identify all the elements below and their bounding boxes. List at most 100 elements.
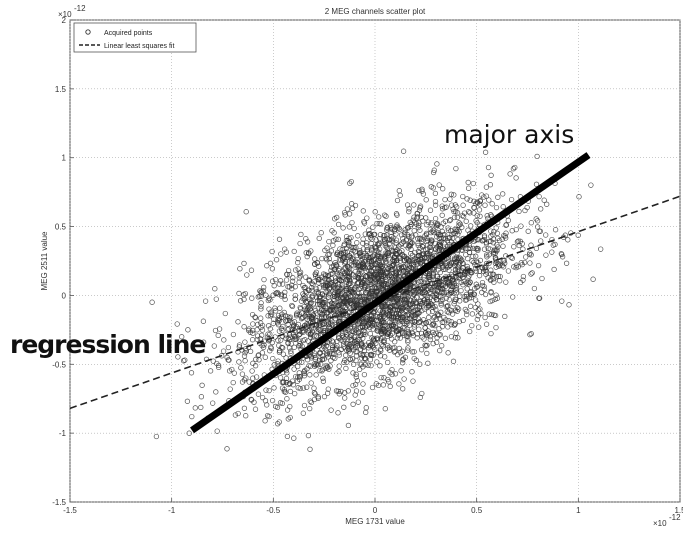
data-point — [276, 419, 282, 425]
data-point — [322, 247, 328, 253]
data-point — [330, 242, 336, 249]
data-point — [469, 292, 475, 298]
data-point — [417, 235, 423, 241]
data-point — [395, 270, 402, 277]
data-point — [438, 302, 444, 308]
x-tick-label: -1 — [168, 506, 176, 515]
x-exponent-label: ×10 — [653, 519, 667, 528]
data-point — [324, 350, 330, 356]
data-point — [242, 339, 248, 345]
data-point — [518, 223, 524, 229]
data-point — [394, 260, 400, 266]
data-point — [271, 316, 277, 322]
data-point — [534, 224, 541, 230]
data-point — [394, 268, 400, 275]
data-point — [346, 342, 352, 348]
data-point — [184, 398, 191, 404]
data-point — [447, 196, 453, 202]
data-point — [398, 232, 405, 238]
data-point — [292, 292, 298, 299]
y-tick-label: 1 — [62, 154, 67, 163]
data-point — [351, 225, 357, 232]
data-point — [434, 161, 440, 167]
data-point — [427, 248, 434, 254]
data-point — [495, 194, 501, 200]
data-point — [269, 266, 276, 272]
data-point — [415, 310, 421, 316]
data-point — [301, 373, 308, 379]
data-point — [452, 296, 458, 302]
data-point — [334, 271, 340, 277]
data-point — [351, 291, 357, 297]
data-point — [421, 336, 427, 342]
legend-label-fit: Linear least squares fit — [104, 43, 174, 50]
data-point — [523, 254, 529, 260]
data-point — [491, 229, 497, 235]
data-point — [343, 365, 349, 372]
data-point — [344, 249, 350, 255]
data-point — [429, 322, 435, 328]
data-point — [446, 309, 452, 316]
data-point — [441, 319, 447, 326]
data-point — [463, 218, 469, 224]
data-point — [493, 225, 499, 231]
data-point — [366, 322, 372, 328]
data-point — [308, 248, 314, 254]
data-point — [482, 291, 489, 298]
data-point — [361, 371, 368, 378]
data-point — [423, 320, 429, 326]
data-point — [380, 382, 387, 388]
data-point — [287, 388, 294, 395]
data-point — [374, 220, 380, 227]
data-point — [269, 278, 276, 284]
data-point — [331, 230, 337, 236]
data-point — [335, 310, 341, 316]
data-point — [237, 298, 244, 304]
data-point — [283, 249, 290, 255]
data-point — [436, 332, 442, 338]
data-point — [400, 312, 406, 318]
data-point — [368, 288, 375, 294]
data-point — [432, 215, 439, 222]
data-point — [340, 252, 347, 258]
data-point — [284, 407, 291, 413]
data-point — [409, 265, 416, 272]
data-point — [343, 352, 349, 358]
data-point — [372, 209, 378, 215]
data-point — [440, 186, 446, 192]
data-point — [431, 229, 437, 236]
data-point — [448, 191, 454, 197]
data-point — [411, 228, 417, 234]
data-point — [500, 243, 506, 249]
data-point — [281, 387, 287, 393]
data-point — [472, 285, 478, 292]
data-point — [359, 260, 366, 266]
data-point — [533, 245, 540, 252]
data-point — [354, 378, 361, 384]
data-point — [259, 332, 265, 338]
data-point — [423, 343, 429, 349]
data-point — [319, 356, 325, 363]
data-point — [303, 250, 309, 256]
data-point — [269, 397, 276, 404]
data-point — [482, 149, 489, 155]
data-point — [449, 311, 456, 317]
data-point — [315, 394, 321, 400]
data-point — [402, 292, 408, 298]
data-point — [345, 422, 352, 429]
data-point — [452, 202, 458, 208]
data-point — [337, 318, 343, 324]
data-point — [336, 268, 342, 274]
data-point — [430, 308, 436, 315]
data-point — [398, 264, 405, 270]
data-point — [488, 330, 494, 337]
data-point — [393, 311, 399, 317]
data-point — [364, 215, 370, 221]
data-point — [394, 351, 401, 358]
data-point — [362, 231, 368, 237]
data-point — [432, 202, 439, 208]
data-point — [189, 413, 195, 420]
data-point — [386, 327, 392, 333]
data-point — [517, 279, 524, 286]
data-point — [267, 313, 274, 319]
